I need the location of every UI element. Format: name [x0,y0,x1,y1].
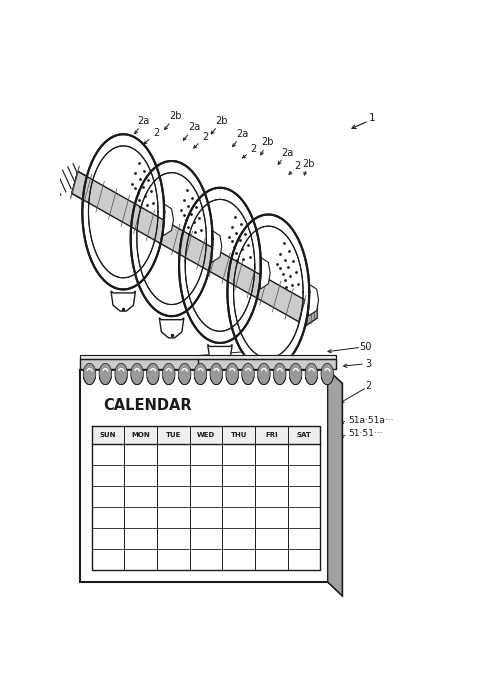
Polygon shape [274,363,286,385]
Polygon shape [194,363,207,385]
Polygon shape [256,371,281,391]
Text: 3: 3 [366,359,372,369]
Polygon shape [309,284,319,316]
Polygon shape [179,188,261,343]
Text: 2a: 2a [138,116,150,126]
Text: WED: WED [197,432,215,438]
Text: 2: 2 [366,381,372,391]
Polygon shape [258,363,270,385]
Text: 51·51···: 51·51··· [348,430,383,439]
Polygon shape [81,359,336,368]
Text: 2a: 2a [236,129,249,139]
Text: CALENDAR: CALENDAR [103,398,192,413]
Polygon shape [131,363,144,385]
Text: 1: 1 [288,342,294,352]
Polygon shape [178,363,191,385]
Text: 2: 2 [294,161,300,172]
Polygon shape [99,363,112,385]
Text: 2: 2 [202,132,208,142]
Text: SUN: SUN [100,432,116,438]
Polygon shape [328,370,342,596]
Polygon shape [228,215,309,370]
Text: SAT: SAT [297,432,312,438]
Polygon shape [289,363,302,385]
Polygon shape [321,363,334,385]
Polygon shape [242,363,254,385]
Text: 2c: 2c [134,247,146,258]
Polygon shape [260,257,270,289]
Text: 3: 3 [282,322,288,332]
Polygon shape [72,172,305,322]
Polygon shape [81,354,336,359]
Text: TUE: TUE [166,432,181,438]
Text: 1: 1 [369,113,376,122]
Polygon shape [159,318,184,338]
Polygon shape [210,363,223,385]
Polygon shape [83,134,164,289]
Text: 50: 50 [359,342,371,352]
Polygon shape [305,363,318,385]
Text: THU: THU [230,432,247,438]
Polygon shape [83,363,96,385]
Text: 2: 2 [154,128,160,138]
Polygon shape [131,161,213,316]
Text: 51a·51a···: 51a·51a··· [348,416,394,425]
Polygon shape [212,230,222,263]
Text: 2b: 2b [302,158,315,169]
Polygon shape [162,363,175,385]
Polygon shape [92,426,321,443]
Text: 2c: 2c [229,290,240,300]
Text: 2b: 2b [169,111,181,120]
Text: 2b: 2b [216,116,228,126]
Polygon shape [72,172,305,322]
Text: 2c: 2c [90,228,101,238]
Polygon shape [115,363,128,385]
Text: 2c: 2c [180,269,192,279]
Polygon shape [226,363,239,385]
Polygon shape [163,204,173,236]
Polygon shape [81,370,328,582]
Polygon shape [208,345,232,365]
Polygon shape [304,295,317,327]
Text: FRI: FRI [265,432,278,438]
Text: 2b: 2b [261,138,274,147]
Polygon shape [146,363,159,385]
Text: 2: 2 [250,144,257,154]
Polygon shape [111,291,135,311]
Text: 2a: 2a [188,122,200,132]
Text: MON: MON [131,432,150,438]
Text: 2a: 2a [281,148,293,158]
